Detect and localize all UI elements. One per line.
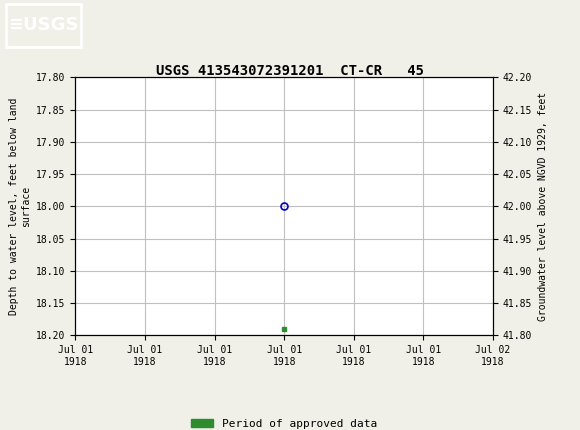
Legend: Period of approved data: Period of approved data	[187, 414, 382, 430]
Text: USGS 413543072391201  CT-CR   45: USGS 413543072391201 CT-CR 45	[156, 64, 424, 78]
Text: ≡USGS: ≡USGS	[8, 16, 79, 34]
Y-axis label: Groundwater level above NGVD 1929, feet: Groundwater level above NGVD 1929, feet	[538, 92, 548, 321]
Y-axis label: Depth to water level, feet below land
surface: Depth to water level, feet below land su…	[9, 98, 31, 315]
